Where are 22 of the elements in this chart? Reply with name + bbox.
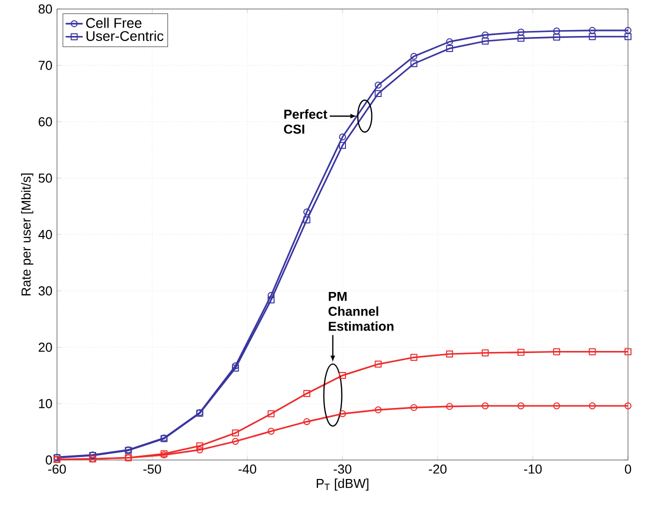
x-tick-label: 0 — [624, 464, 632, 474]
x-tick-label: -60 — [48, 464, 66, 474]
y-tick-label: 30 — [38, 286, 52, 296]
y-tick-label: 20 — [38, 342, 52, 352]
y-tick-label: 0 — [46, 455, 52, 465]
annotation: PM Channel Estimation — [328, 292, 394, 331]
y-tick-label: 70 — [38, 60, 52, 70]
y-tick-label: 10 — [39, 399, 52, 408]
x-tick-label: -30 — [334, 464, 352, 474]
x-tick-label: -40 — [238, 464, 256, 474]
x-tick-label: -50 — [143, 464, 162, 474]
x-axis-title: P$_{T}$ [dBW] — [316, 478, 368, 491]
y-tick-label: 60 — [38, 117, 52, 126]
annotation: Perfect CSI — [284, 109, 328, 134]
legend-label: User-Centric — [86, 30, 164, 41]
y-tick-label: 80 — [38, 4, 52, 14]
y-axis-title: Rate per user [Mbit/s] — [21, 174, 34, 296]
x-tick-label: -20 — [428, 464, 447, 474]
legend-label: Cell Free — [86, 18, 142, 28]
x-tick-label: -10 — [524, 464, 542, 474]
y-tick-label: 50 — [38, 174, 52, 183]
y-tick-label: 40 — [38, 230, 52, 240]
